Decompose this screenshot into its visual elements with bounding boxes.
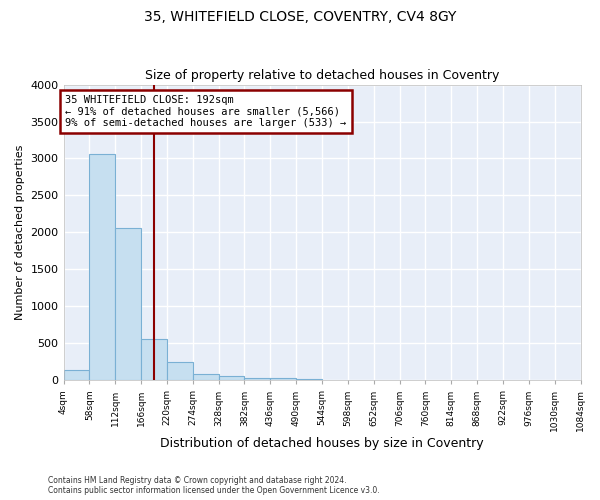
Y-axis label: Number of detached properties: Number of detached properties xyxy=(15,144,25,320)
Bar xyxy=(167,362,193,380)
Text: 35, WHITEFIELD CLOSE, COVENTRY, CV4 8GY: 35, WHITEFIELD CLOSE, COVENTRY, CV4 8GY xyxy=(144,10,456,24)
Bar xyxy=(89,154,115,380)
Bar xyxy=(115,228,141,380)
Bar xyxy=(141,339,167,380)
X-axis label: Distribution of detached houses by size in Coventry: Distribution of detached houses by size … xyxy=(160,437,484,450)
Bar xyxy=(296,379,322,380)
Bar xyxy=(218,376,244,380)
Text: Contains HM Land Registry data © Crown copyright and database right 2024.
Contai: Contains HM Land Registry data © Crown c… xyxy=(48,476,380,495)
Bar xyxy=(193,374,218,380)
Bar xyxy=(244,378,271,380)
Bar xyxy=(271,378,296,380)
Text: 35 WHITEFIELD CLOSE: 192sqm
← 91% of detached houses are smaller (5,566)
9% of s: 35 WHITEFIELD CLOSE: 192sqm ← 91% of det… xyxy=(65,95,347,128)
Bar xyxy=(64,370,89,380)
Title: Size of property relative to detached houses in Coventry: Size of property relative to detached ho… xyxy=(145,69,499,82)
